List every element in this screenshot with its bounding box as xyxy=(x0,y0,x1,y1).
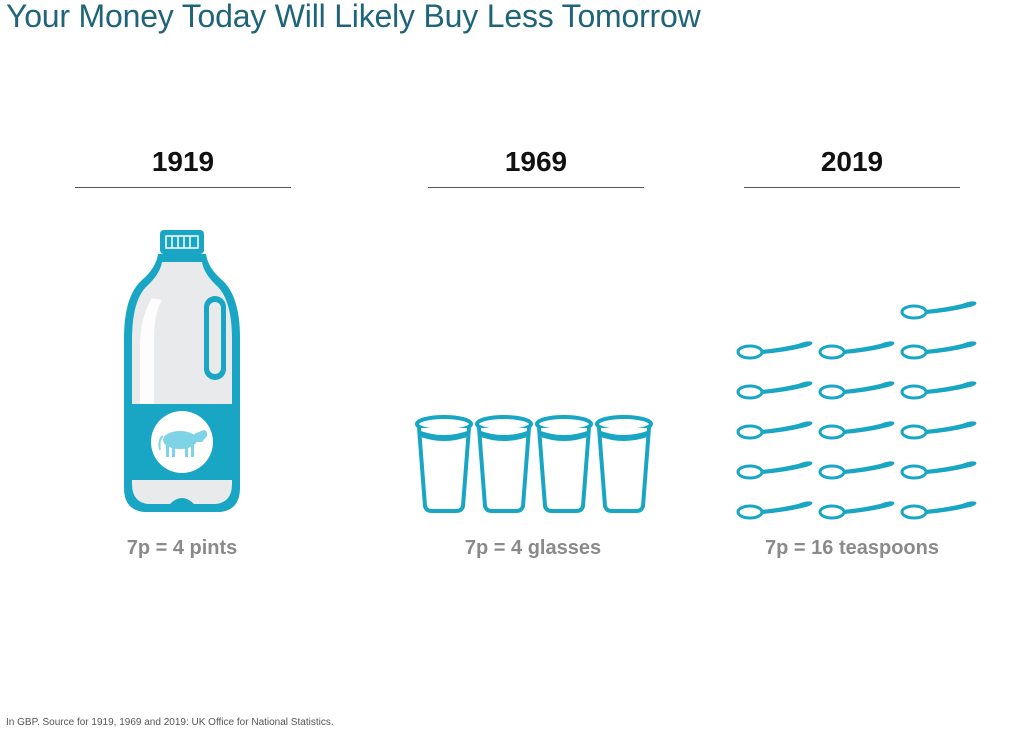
milk-bottle-icon xyxy=(124,230,240,512)
teaspoon-icon xyxy=(900,461,977,480)
divider xyxy=(75,187,291,188)
teaspoon-icon xyxy=(818,381,895,400)
teaspoon-icon xyxy=(900,301,977,320)
teaspoon-icon xyxy=(900,381,977,400)
milk-glass-icon xyxy=(535,415,593,513)
teaspoon-icon xyxy=(736,421,813,440)
page-title: Your Money Today Will Likely Buy Less To… xyxy=(6,0,701,34)
teaspoon-icon xyxy=(736,461,813,480)
teaspoon-icon xyxy=(818,421,895,440)
milk-glass-icon xyxy=(595,415,653,513)
milk-glass-icon xyxy=(475,415,533,513)
teaspoon-icon xyxy=(900,501,977,520)
teaspoon-icon xyxy=(736,341,813,360)
milk-glass-group xyxy=(415,415,653,513)
year-heading: 1919 xyxy=(151,146,215,177)
teaspoon-icon xyxy=(900,341,977,360)
teaspoon-icon xyxy=(818,341,895,360)
teaspoon-icon xyxy=(736,381,813,400)
teaspoon-icon xyxy=(736,501,813,520)
divider xyxy=(428,187,644,188)
year-heading: 1969 xyxy=(504,146,568,177)
column-caption: 7p = 16 teaspoons xyxy=(765,537,939,559)
teaspoon-icon xyxy=(818,501,895,520)
teaspoon-icon xyxy=(900,421,977,440)
teaspoon-icon xyxy=(818,461,895,480)
year-heading: 2019 xyxy=(820,146,884,177)
column-caption: 7p = 4 pints xyxy=(126,537,238,559)
source-footnote: In GBP. Source for 1919, 1969 and 2019: … xyxy=(6,717,334,728)
cow-icon xyxy=(158,430,208,457)
column-caption: 7p = 4 glasses xyxy=(464,537,602,559)
divider xyxy=(744,187,960,188)
milk-glass-icon xyxy=(415,415,473,513)
teaspoon-grid xyxy=(736,301,977,520)
